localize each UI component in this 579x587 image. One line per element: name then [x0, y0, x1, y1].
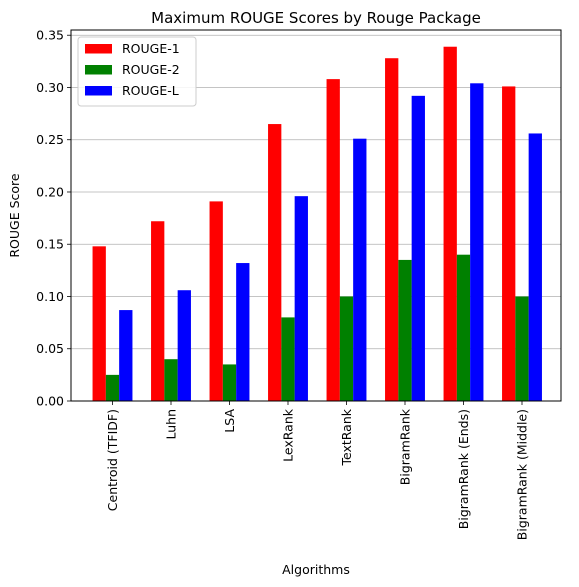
x-tick-label: Luhn: [164, 409, 179, 440]
legend-label-rouge-2: ROUGE-2: [122, 62, 180, 77]
bar-rouge-l-4: [353, 138, 367, 401]
bar-rouge-1-5: [385, 58, 399, 402]
bar-rouge-l-1: [177, 290, 191, 401]
bar-rouge-l-2: [236, 263, 250, 401]
bar-rouge-2-1: [164, 359, 178, 401]
y-axis-label: ROUGE Score: [7, 173, 22, 258]
bar-rouge-1-6: [443, 46, 457, 401]
bar-rouge-2-7: [515, 296, 529, 401]
x-tick-label: BigramRank (Ends): [456, 409, 471, 529]
y-axis-ticks: 0.00 0.05 0.10 0.15 0.20 0.25 0.30 0.35: [36, 28, 71, 409]
y-tick-label: 0.30: [36, 80, 64, 95]
bar-rouge-1-4: [326, 79, 340, 401]
legend-swatch-rouge-l: [85, 86, 112, 96]
x-tick-label: Centroid (TFIDF): [105, 409, 120, 511]
bar-rouge-l-6: [470, 83, 484, 402]
y-tick-label: 0.25: [36, 132, 64, 147]
y-tick-label: 0.00: [36, 394, 64, 409]
x-axis-ticks: Centroid (TFIDF) Luhn LSA LexRank TextRank Bi…: [105, 401, 530, 540]
bars: [92, 46, 542, 402]
bar-rouge-2-5: [398, 259, 412, 401]
y-tick-label: 0.35: [36, 28, 64, 43]
legend-swatch-rouge-1: [85, 44, 112, 54]
chart-title: Maximum ROUGE Scores by Rouge Package: [151, 9, 481, 27]
bar-rouge-2-6: [456, 254, 471, 401]
x-tick-label: LSA: [222, 409, 237, 433]
legend-label-rouge-1: ROUGE-1: [122, 41, 180, 56]
y-tick-label: 0.20: [36, 184, 64, 199]
y-tick-label: 0.15: [36, 237, 64, 252]
bar-rouge-l-7: [528, 133, 542, 401]
x-tick-label: BigramRank (Middle): [515, 409, 530, 540]
legend-label-rouge-l: ROUGE-L: [122, 83, 179, 98]
bar-rouge-1-2: [209, 201, 223, 401]
bar-rouge-l-0: [119, 310, 133, 401]
bar-rouge-1-1: [151, 221, 165, 401]
legend-swatch-rouge-2: [85, 65, 112, 75]
x-tick-label: BigramRank: [398, 408, 413, 485]
bar-rouge-2-4: [339, 296, 354, 401]
y-tick-label: 0.10: [36, 289, 64, 304]
bar-rouge-2-2: [222, 364, 237, 401]
bar-rouge-2-0: [105, 374, 120, 401]
y-tick-label: 0.05: [36, 341, 64, 356]
legend: ROUGE-1 ROUGE-2 ROUGE-L: [77, 36, 197, 107]
x-axis-label: Algorithms: [282, 562, 350, 577]
plot-area-frame: [70, 29, 562, 402]
bar-rouge-l-3: [294, 196, 308, 401]
bar-rouge-l-5: [411, 95, 425, 401]
x-tick-label: LexRank: [281, 408, 296, 462]
bar-rouge-1-0: [92, 246, 106, 401]
bar-rouge-1-7: [502, 86, 516, 401]
bar-rouge-2-3: [281, 317, 295, 401]
x-tick-label: TextRank: [339, 408, 354, 466]
bar-rouge-1-3: [268, 124, 282, 401]
